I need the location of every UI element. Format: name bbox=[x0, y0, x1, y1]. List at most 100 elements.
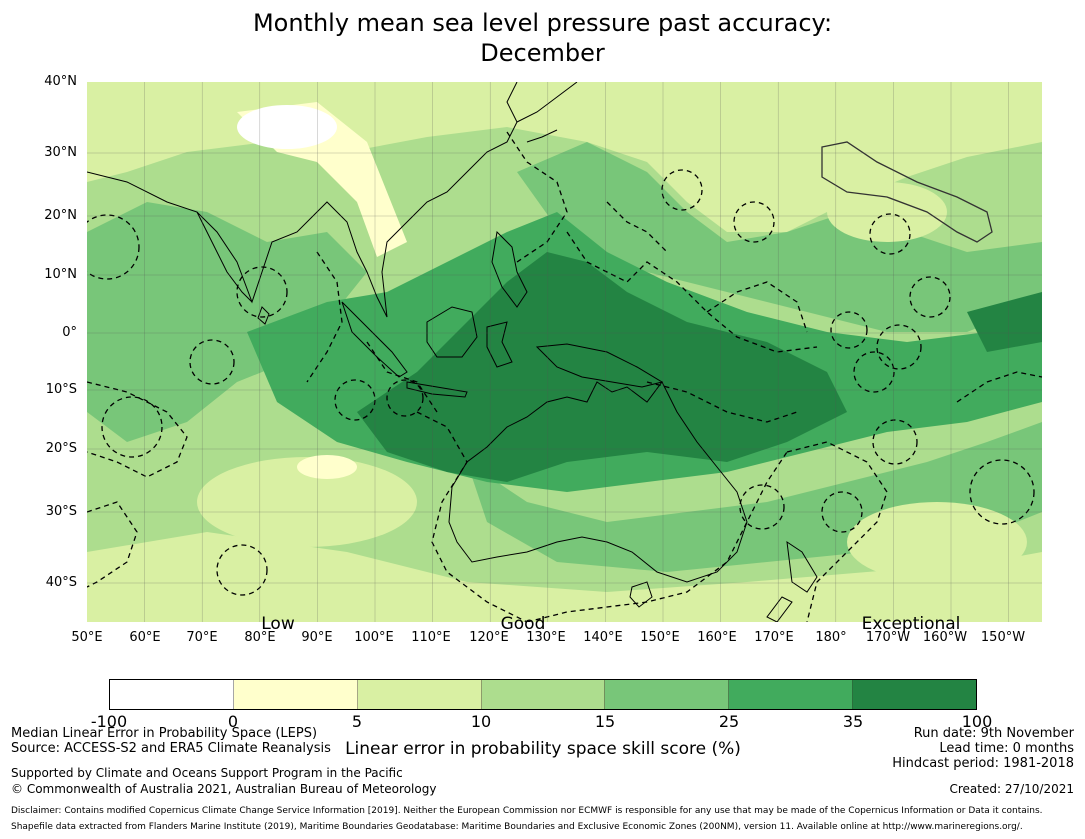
colorbar-label: Linear error in probability space skill … bbox=[345, 739, 741, 759]
skill-region-good-north-pacific bbox=[517, 142, 1042, 332]
colorbar-tick: 0 bbox=[227, 712, 239, 731]
eez-circle bbox=[909, 276, 951, 318]
new-zealand-coastline bbox=[766, 540, 818, 622]
eez-circle bbox=[876, 324, 922, 370]
eez-circle bbox=[969, 459, 1035, 525]
latitude-label: 10°S bbox=[45, 382, 77, 397]
quality-label-exceptional: Exceptional bbox=[861, 614, 961, 634]
skill-region-best-maritime bbox=[357, 252, 847, 482]
title-line-1: Monthly mean sea level pressure past acc… bbox=[252, 9, 833, 37]
eez-line bbox=[87, 381, 188, 478]
graticule bbox=[87, 82, 1042, 622]
java-coastline bbox=[406, 381, 468, 398]
latitude-label: 30°N bbox=[44, 145, 77, 160]
sulawesi-coastline bbox=[486, 321, 513, 368]
hawaii-contour bbox=[821, 141, 993, 243]
hindcast-text: Hindcast period: 1981-2018 bbox=[892, 756, 1074, 771]
eez-line bbox=[526, 451, 788, 622]
eez-line bbox=[786, 441, 888, 622]
colorbar bbox=[109, 679, 977, 710]
philippines-coastline bbox=[491, 230, 528, 308]
eez-circle bbox=[872, 419, 918, 465]
japan-coastline bbox=[516, 82, 578, 143]
eez-line bbox=[566, 231, 818, 353]
longitude-label: 120°E bbox=[469, 630, 509, 645]
colorbar-tick: 5 bbox=[351, 712, 363, 731]
eez-circle bbox=[101, 396, 163, 458]
eez-line bbox=[366, 341, 438, 413]
chart-title: Monthly mean sea level pressure past acc… bbox=[0, 8, 1085, 68]
india-coastline bbox=[196, 211, 253, 303]
skill-region-fair-southwest bbox=[87, 532, 1042, 622]
longitude-label: 180° bbox=[815, 630, 847, 645]
skill-map bbox=[87, 82, 1042, 622]
eez-circle bbox=[216, 544, 268, 596]
copyright-text: © Commonwealth of Australia 2021, Austra… bbox=[11, 782, 437, 796]
eez-line bbox=[606, 201, 668, 253]
quality-label-low: Low bbox=[261, 614, 295, 634]
eez-circle bbox=[189, 339, 235, 385]
eez-circle bbox=[733, 201, 775, 243]
eez-circle bbox=[87, 214, 140, 280]
colorbar-tick: 10 bbox=[470, 712, 492, 731]
skill-region-low-desert bbox=[237, 105, 337, 149]
colorbar-segment bbox=[357, 680, 482, 709]
longitude-label: 130°E bbox=[526, 630, 566, 645]
longitude-label: 170°W bbox=[865, 630, 911, 645]
run-date-text: Run date: 9th November bbox=[913, 726, 1074, 741]
eez-circle bbox=[830, 311, 868, 349]
longitude-label: 100°E bbox=[354, 630, 394, 645]
latitude-label: 20°S bbox=[45, 441, 77, 456]
longitude-label: 160°W bbox=[922, 630, 968, 645]
support-text: Supported by Climate and Oceans Support … bbox=[11, 766, 403, 780]
colorbar-tick: 25 bbox=[718, 712, 740, 731]
latitude-label: 20°N bbox=[44, 208, 77, 223]
longitude-label: 160°E bbox=[697, 630, 737, 645]
eez-circle bbox=[236, 266, 288, 318]
longitude-label: 70°E bbox=[186, 630, 218, 645]
sumatra-coastline bbox=[341, 301, 408, 378]
eez-circle bbox=[869, 213, 911, 255]
colorbar-segment bbox=[729, 680, 854, 709]
eez-line bbox=[416, 411, 528, 622]
longitude-label: 150°W bbox=[980, 630, 1026, 645]
method-text: Median Linear Error in Probability Space… bbox=[11, 726, 318, 741]
eez-line bbox=[87, 501, 138, 588]
eez-line bbox=[646, 381, 798, 423]
map-canvas bbox=[87, 82, 1042, 622]
eez-circle bbox=[739, 484, 785, 530]
longitude-label: 80°E bbox=[244, 630, 276, 645]
disclaimer-text: Disclaimer: Contains modified Copernicus… bbox=[11, 806, 1043, 816]
longitude-label: 150°E bbox=[640, 630, 680, 645]
eez-circle bbox=[853, 351, 895, 393]
skill-region-best-east bbox=[967, 292, 1042, 352]
skill-region-fair-east-pacific bbox=[847, 502, 1027, 582]
eez-circle bbox=[821, 491, 863, 533]
eez-circle bbox=[334, 379, 376, 421]
colorbar-tick: 15 bbox=[594, 712, 616, 731]
latitude-label: 10°N bbox=[44, 267, 77, 282]
colorbar-tick: -100 bbox=[90, 712, 128, 731]
colorbar-tick: 100 bbox=[961, 712, 993, 731]
asia-coastline bbox=[87, 82, 518, 318]
skill-region-good-west bbox=[87, 202, 367, 442]
latitude-label: 0° bbox=[62, 325, 77, 340]
eez-boundaries bbox=[87, 131, 1042, 622]
longitude-label: 110°E bbox=[411, 630, 451, 645]
latitude-label: 40°S bbox=[45, 575, 77, 590]
colorbar-tick: 35 bbox=[842, 712, 864, 731]
borneo-coastline bbox=[426, 306, 478, 358]
quality-label-good: Good bbox=[500, 614, 546, 634]
longitude-label: 90°E bbox=[301, 630, 333, 645]
eez-line bbox=[706, 281, 808, 333]
shapefile-credit-text: Shapefile data extracted from Flanders M… bbox=[11, 822, 1023, 832]
created-text: Created: 27/10/2021 bbox=[949, 782, 1074, 796]
colorbar-segment bbox=[605, 680, 730, 709]
colorbar-segment bbox=[110, 680, 234, 709]
sri-lanka bbox=[257, 306, 270, 325]
latitude-label: 30°S bbox=[45, 504, 77, 519]
colorbar-segment bbox=[233, 680, 358, 709]
colorbar-segment bbox=[481, 680, 606, 709]
skill-region-fair-south-indian bbox=[197, 457, 417, 547]
longitude-label: 60°E bbox=[129, 630, 161, 645]
